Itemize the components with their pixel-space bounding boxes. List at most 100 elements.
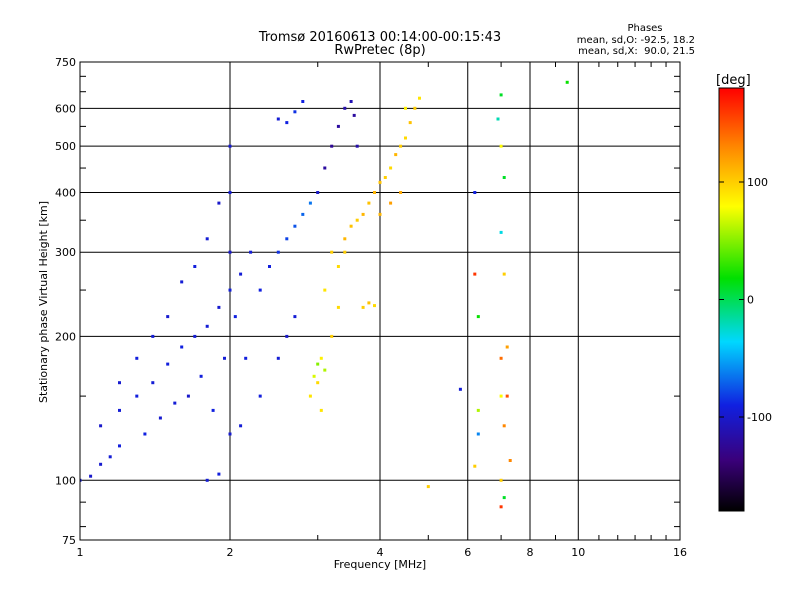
phase-mean-o: mean, sd,O: -92.5, 18.2: [577, 35, 695, 46]
data-point-x: [308, 394, 312, 398]
data-point-o: [151, 381, 155, 385]
data-point-x: [367, 201, 371, 205]
data-point-o: [285, 121, 289, 125]
data-point-o: [217, 305, 221, 309]
data-point-other: [476, 315, 480, 319]
data-point-x: [426, 485, 430, 489]
data-point-x: [389, 166, 393, 170]
data-point-x: [373, 191, 376, 194]
data-point-o: [239, 424, 243, 428]
data-point-x: [399, 144, 403, 148]
data-point-o: [158, 416, 162, 420]
data-point-o: [180, 345, 184, 349]
y-axis-label: Stationary phase Virtual Height [km]: [37, 201, 50, 403]
y-tick-label: 400: [55, 186, 76, 199]
y-tick-label: 100: [55, 474, 76, 487]
data-point-o: [343, 106, 347, 110]
x-axis-ticks: 1 2 4 6 8 10 16: [77, 62, 687, 559]
data-point-o: [323, 166, 327, 170]
data-point-other: [476, 408, 480, 412]
data-point-other: [473, 464, 477, 468]
data-point-o: [301, 212, 305, 216]
data-point-o: [276, 117, 280, 121]
data-point-o: [352, 113, 356, 117]
data-point-x: [389, 201, 393, 205]
data-point-x: [418, 96, 421, 100]
data-point-x: [399, 191, 403, 194]
data-point-o: [180, 280, 184, 284]
data-point-o: [244, 356, 248, 360]
data-points: [80, 80, 569, 509]
data-point-o: [233, 315, 237, 319]
data-point-o: [228, 250, 232, 254]
data-point-o: [205, 324, 209, 328]
data-point-o: [316, 191, 320, 194]
y-tick-label: 75: [62, 534, 76, 547]
data-point-x: [323, 288, 327, 292]
data-point-x: [312, 374, 316, 378]
data-point-o: [193, 265, 197, 268]
data-point-other: [502, 424, 506, 428]
data-point-o: [118, 381, 121, 385]
data-point-x: [361, 212, 365, 216]
data-point-o: [239, 272, 243, 276]
y-tick-label: 600: [55, 102, 76, 115]
colorbar-tick-label: 100: [747, 176, 768, 189]
data-point-x: [316, 381, 320, 385]
data-point-o: [285, 237, 289, 241]
data-point-o: [249, 250, 253, 254]
data-point-other: [502, 272, 506, 276]
data-point-o: [99, 462, 103, 466]
colorbar-tick-label: 0: [747, 294, 754, 307]
data-point-o: [99, 424, 103, 428]
data-point-o: [199, 374, 203, 378]
data-point-x: [383, 176, 387, 179]
data-point-other: [499, 144, 503, 148]
data-point-o: [285, 334, 289, 338]
data-point-x: [330, 334, 334, 338]
data-point-o: [118, 408, 121, 412]
plot-frame: [79, 61, 681, 541]
data-point-x: [349, 224, 353, 228]
y-tick-label: 500: [55, 140, 76, 153]
data-point-o: [336, 124, 340, 128]
x-tick-label: 6: [464, 546, 471, 559]
data-point-x: [361, 305, 365, 309]
data-point-o: [205, 237, 209, 241]
data-point-o: [217, 472, 221, 476]
data-point-x: [336, 305, 340, 309]
data-point-o: [330, 144, 334, 148]
data-point-other: [499, 356, 503, 360]
data-point-x: [355, 218, 359, 222]
data-point-o: [151, 334, 155, 338]
data-point-o: [223, 356, 226, 360]
data-point-o: [135, 356, 139, 360]
data-point-o: [355, 144, 359, 148]
data-point-o: [258, 288, 262, 292]
data-point-o: [268, 265, 271, 268]
y-axis-ticks: 75 100 200 300 400 500 600 750: [55, 56, 680, 547]
data-point-o: [228, 191, 232, 194]
data-point-x: [373, 304, 376, 308]
data-point-other: [505, 345, 509, 349]
y-tick-label: 200: [55, 330, 76, 343]
data-point-other: [499, 93, 503, 97]
data-point-other: [499, 478, 503, 482]
data-point-other: [458, 387, 462, 391]
colorbar-ticks: 100 0 -100: [719, 176, 772, 424]
colorbar-tick-label: -100: [747, 411, 772, 424]
data-point-o: [143, 432, 147, 436]
data-point-other: [565, 80, 569, 84]
data-point-x: [330, 250, 334, 254]
chart-title: Tromsø 20160613 00:14:00-00:15:43: [258, 30, 501, 45]
data-point-x: [343, 237, 347, 241]
data-point-o: [349, 100, 353, 103]
data-point-o: [228, 288, 232, 292]
data-point-o: [135, 394, 139, 398]
data-point-o: [186, 394, 190, 398]
data-point-o: [258, 394, 262, 398]
data-point-other: [508, 459, 512, 462]
x-tick-label: 4: [377, 546, 384, 559]
data-point-other: [499, 230, 503, 234]
